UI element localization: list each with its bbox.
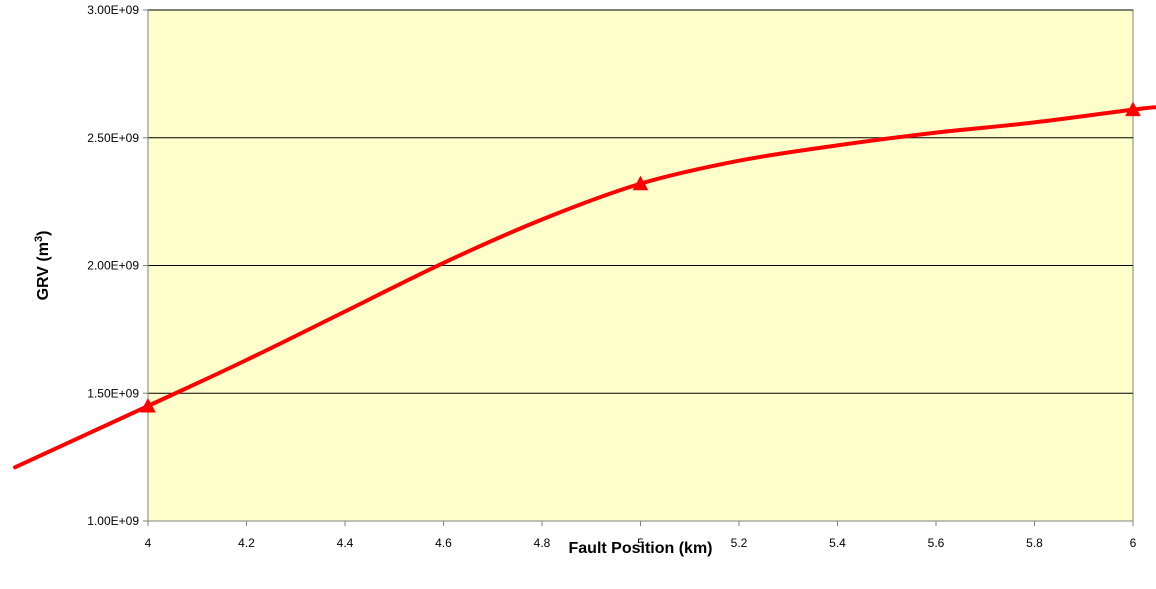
y-axis-title-close: ) (35, 231, 52, 236)
x-tick-label: 5.8 (1026, 536, 1043, 550)
y-tick-label: 2.00E+09 (87, 259, 139, 273)
x-tick-label: 5.4 (829, 536, 846, 550)
x-tick-label: 4 (145, 536, 152, 550)
x-axis-title: Fault Position (km) (569, 540, 713, 557)
series-layer (13, 101, 1156, 470)
x-tick-label: 6 (1130, 536, 1137, 550)
y-axis-title-main: GRV (m (35, 242, 52, 300)
gridlines (148, 9, 1133, 394)
x-tick-label: 4.4 (337, 536, 354, 550)
x-tick-label: 4.8 (534, 536, 551, 550)
data-point-marker (140, 397, 156, 413)
y-tick-label: 2.50E+09 (87, 131, 139, 145)
x-tick-label: 5.6 (928, 536, 945, 550)
data-point-marker (1125, 101, 1141, 117)
x-tick-label: 5 (637, 536, 644, 550)
x-tick-label: 4.2 (238, 536, 255, 550)
tick-labels: 1.00E+09 1.50E+09 2.00E+09 2.50E+09 3.00E+09… (87, 3, 1136, 550)
y-tick-label: 1.00E+09 (87, 514, 139, 528)
x-tick-label: 5.2 (731, 536, 748, 550)
y-tick-label: 3.00E+09 (87, 3, 139, 17)
y-axis-title: GRV (m3) (33, 231, 52, 301)
data-point-marker (632, 175, 649, 191)
y-axis-title-superscript: 3 (33, 236, 45, 242)
y-tick-label: 1.50E+09 (87, 386, 139, 400)
axes (143, 9, 1134, 526)
x-tick-label: 4.6 (435, 536, 452, 550)
series-line (13, 105, 1156, 470)
